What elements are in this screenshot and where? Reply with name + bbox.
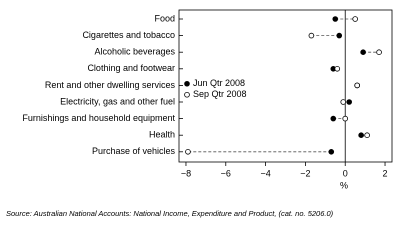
dot (328, 149, 335, 155)
y-tick-label: Cigarettes and tobacco (82, 30, 175, 40)
plot-frame (178, 9, 393, 163)
dot (334, 66, 341, 72)
dot (336, 32, 343, 39)
y-tick-label: Furnishings and household equipment (22, 113, 175, 123)
y-tick-label: Electricity, gas and other fuel (60, 96, 175, 106)
x-tick-label: −8 (181, 168, 191, 178)
dot (332, 16, 339, 22)
dot (330, 115, 337, 122)
dot (360, 49, 366, 55)
dot (308, 32, 315, 39)
dot (358, 132, 364, 139)
y-tick-label: Food (154, 13, 175, 23)
y-tick-label: Health (149, 130, 175, 140)
chart: % Source: Australian National Accounts: … (6, 9, 393, 218)
y-tick-label: Purchase of vehicles (92, 146, 176, 156)
x-tick-label: −4 (260, 168, 270, 178)
dot (376, 49, 382, 55)
dot (346, 99, 353, 105)
dot (354, 82, 360, 89)
dot (342, 115, 349, 122)
legend-label: Jun Qtr 2008 (193, 78, 245, 88)
page: % Source: Australian National Accounts: … (6, 9, 393, 218)
legend-marker (184, 80, 190, 87)
y-tick-label: Rent and other dwelling services (45, 80, 176, 90)
x-tick-label: 0 (343, 168, 348, 178)
dot (352, 16, 358, 22)
source-note: Source: Australian National Accounts: Na… (6, 209, 334, 218)
x-tick-label: −2 (300, 168, 310, 178)
x-tick-label: −6 (221, 168, 231, 178)
x-axis-label: % (340, 180, 348, 190)
legend-label: Sep Qtr 2008 (193, 89, 247, 99)
x-tick-label: 2 (383, 168, 388, 178)
legend-marker (184, 91, 190, 98)
dot (340, 99, 347, 105)
dot (364, 132, 370, 139)
dot (185, 149, 191, 155)
y-tick-label: Alcoholic beverages (94, 47, 175, 57)
y-tick-label: Clothing and footwear (87, 63, 175, 73)
